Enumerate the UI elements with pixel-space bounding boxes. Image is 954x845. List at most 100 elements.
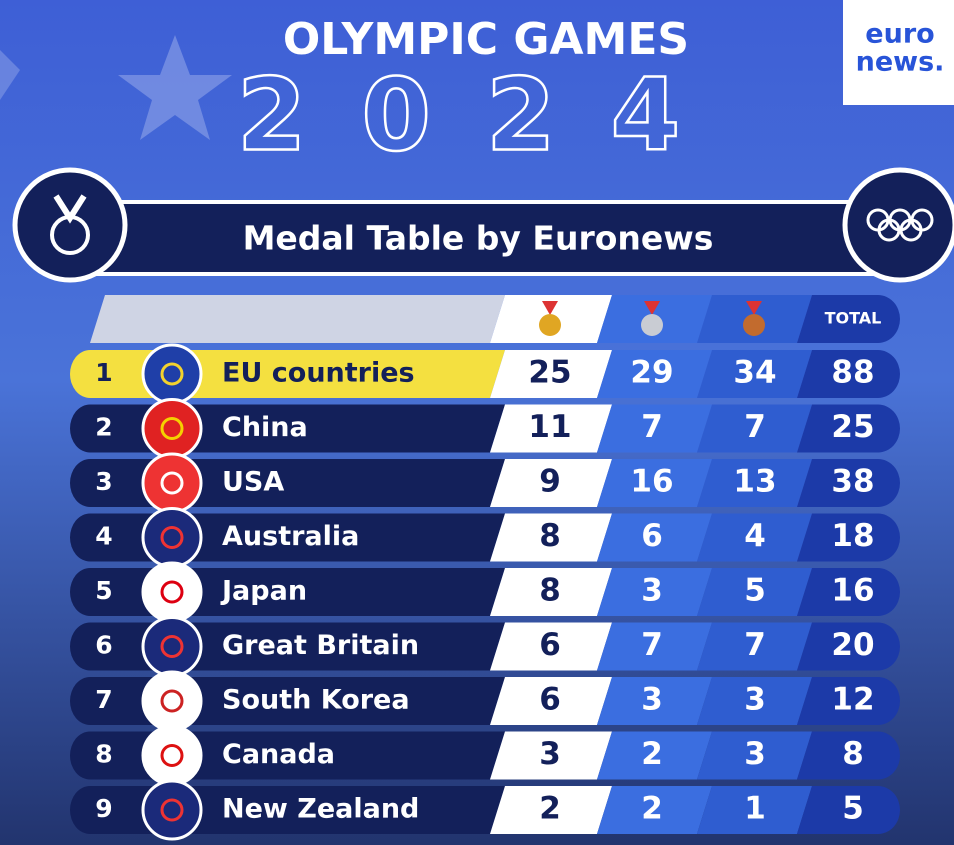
country: Great Britain (222, 630, 419, 661)
silver-cell (597, 568, 712, 616)
star (118, 35, 232, 140)
bronze-cell (697, 513, 812, 562)
gold-cell (490, 786, 612, 834)
country: New Zealand (222, 794, 419, 825)
logo-box (843, 0, 954, 105)
total-count: 18 (831, 518, 874, 554)
bronze-cell (697, 350, 812, 398)
logo-top: euro (865, 19, 934, 50)
silver-count: 2 (641, 791, 663, 827)
flag-emblem (160, 362, 184, 386)
table-row: 7 South Korea 6 3 3 12 (70, 670, 900, 732)
gold-count: 25 (528, 355, 571, 391)
gold-medal-icon (539, 301, 561, 336)
bronze-cell (697, 459, 812, 507)
flag (141, 670, 203, 732)
country: Canada (222, 739, 335, 770)
flag (141, 561, 203, 623)
bronze-count: 3 (744, 736, 766, 772)
gold-cell (490, 350, 612, 398)
gold-cell (490, 513, 612, 562)
silver-cell (597, 731, 712, 780)
bronze-cell (697, 677, 812, 725)
total-count: 16 (831, 573, 874, 609)
flag (141, 452, 203, 514)
gold-cell (490, 677, 612, 725)
flag (141, 779, 203, 841)
silver-count: 7 (641, 409, 663, 445)
rank: 1 (95, 358, 112, 387)
flag (141, 616, 203, 677)
gold-count: 6 (539, 627, 561, 663)
silver-cell (597, 459, 712, 507)
silver-medal-icon (641, 301, 663, 336)
silver-count: 3 (641, 682, 663, 718)
silver-cell (597, 677, 712, 725)
flag-emblem (160, 417, 184, 440)
total-count: 38 (831, 464, 874, 500)
table-row: 8 Canada 3 2 3 8 (70, 725, 900, 786)
silver-cell (597, 786, 712, 834)
logo-bottom: news. (856, 47, 945, 78)
country: South Korea (222, 685, 410, 716)
title: OLYMPIC GAMES (283, 14, 689, 65)
country: Australia (222, 521, 359, 552)
total-count: 25 (831, 409, 874, 445)
bronze-count: 5 (744, 573, 766, 609)
rank: 6 (95, 631, 112, 660)
medal-badge (12, 167, 128, 283)
flag-emblem (160, 471, 184, 495)
bronze-cell (697, 786, 812, 834)
table-row: 2 China 11 7 7 25 (70, 398, 900, 459)
rank: 4 (95, 522, 112, 551)
gold-cell (490, 404, 612, 453)
bronze-cell (697, 622, 812, 671)
medal-ribbon (53, 194, 87, 224)
silver-cell (597, 404, 712, 453)
total-count: 20 (831, 627, 874, 663)
rank: 7 (95, 685, 112, 714)
gold-cell (490, 731, 612, 780)
gold-count: 8 (539, 573, 561, 609)
table-row: 5 Japan 8 3 5 16 (70, 561, 900, 623)
star (0, 50, 20, 100)
total-cell (797, 568, 900, 616)
table-row: 3 USA 9 16 13 38 (70, 452, 900, 514)
header-blank (90, 295, 505, 343)
gold-cell (490, 459, 612, 507)
bronze-count: 1 (744, 791, 766, 827)
total-count: 8 (842, 736, 864, 772)
row-name-cell (70, 459, 505, 507)
flag-emblem (160, 689, 184, 713)
total-cell (797, 786, 900, 834)
total-cell (797, 677, 900, 725)
total-count: 5 (842, 791, 864, 827)
gold-cell (490, 622, 612, 671)
table-row: 9 New Zealand 2 2 1 5 (70, 779, 900, 841)
bronze-cell (697, 404, 812, 453)
flag-emblem (160, 744, 184, 767)
bronze-medal-icon (743, 301, 765, 336)
total-cell (797, 731, 900, 780)
gold-count: 9 (539, 464, 561, 500)
table-row: 6 Great Britain 6 7 7 20 (70, 616, 900, 677)
total-count: 12 (831, 682, 874, 718)
flag-emblem (160, 526, 184, 549)
rank: 3 (95, 467, 112, 496)
total-cell (797, 622, 900, 671)
flag-emblem (160, 635, 184, 658)
silver-count: 7 (641, 627, 663, 663)
bronze-cell (697, 731, 812, 780)
rows: 1 EU countries 25 29 34 882 China 11 7 7 253 USA 9 16… (70, 343, 900, 841)
rank: 8 (95, 740, 112, 769)
country: USA (222, 467, 284, 498)
country: China (222, 412, 308, 443)
total-cell (797, 350, 900, 398)
silver-count: 3 (641, 573, 663, 609)
total-cell (797, 513, 900, 562)
gold-count: 2 (539, 791, 561, 827)
gold-count: 6 (539, 682, 561, 718)
flag (141, 507, 203, 568)
table-row: 1 EU countries 25 29 34 88 (70, 343, 900, 405)
